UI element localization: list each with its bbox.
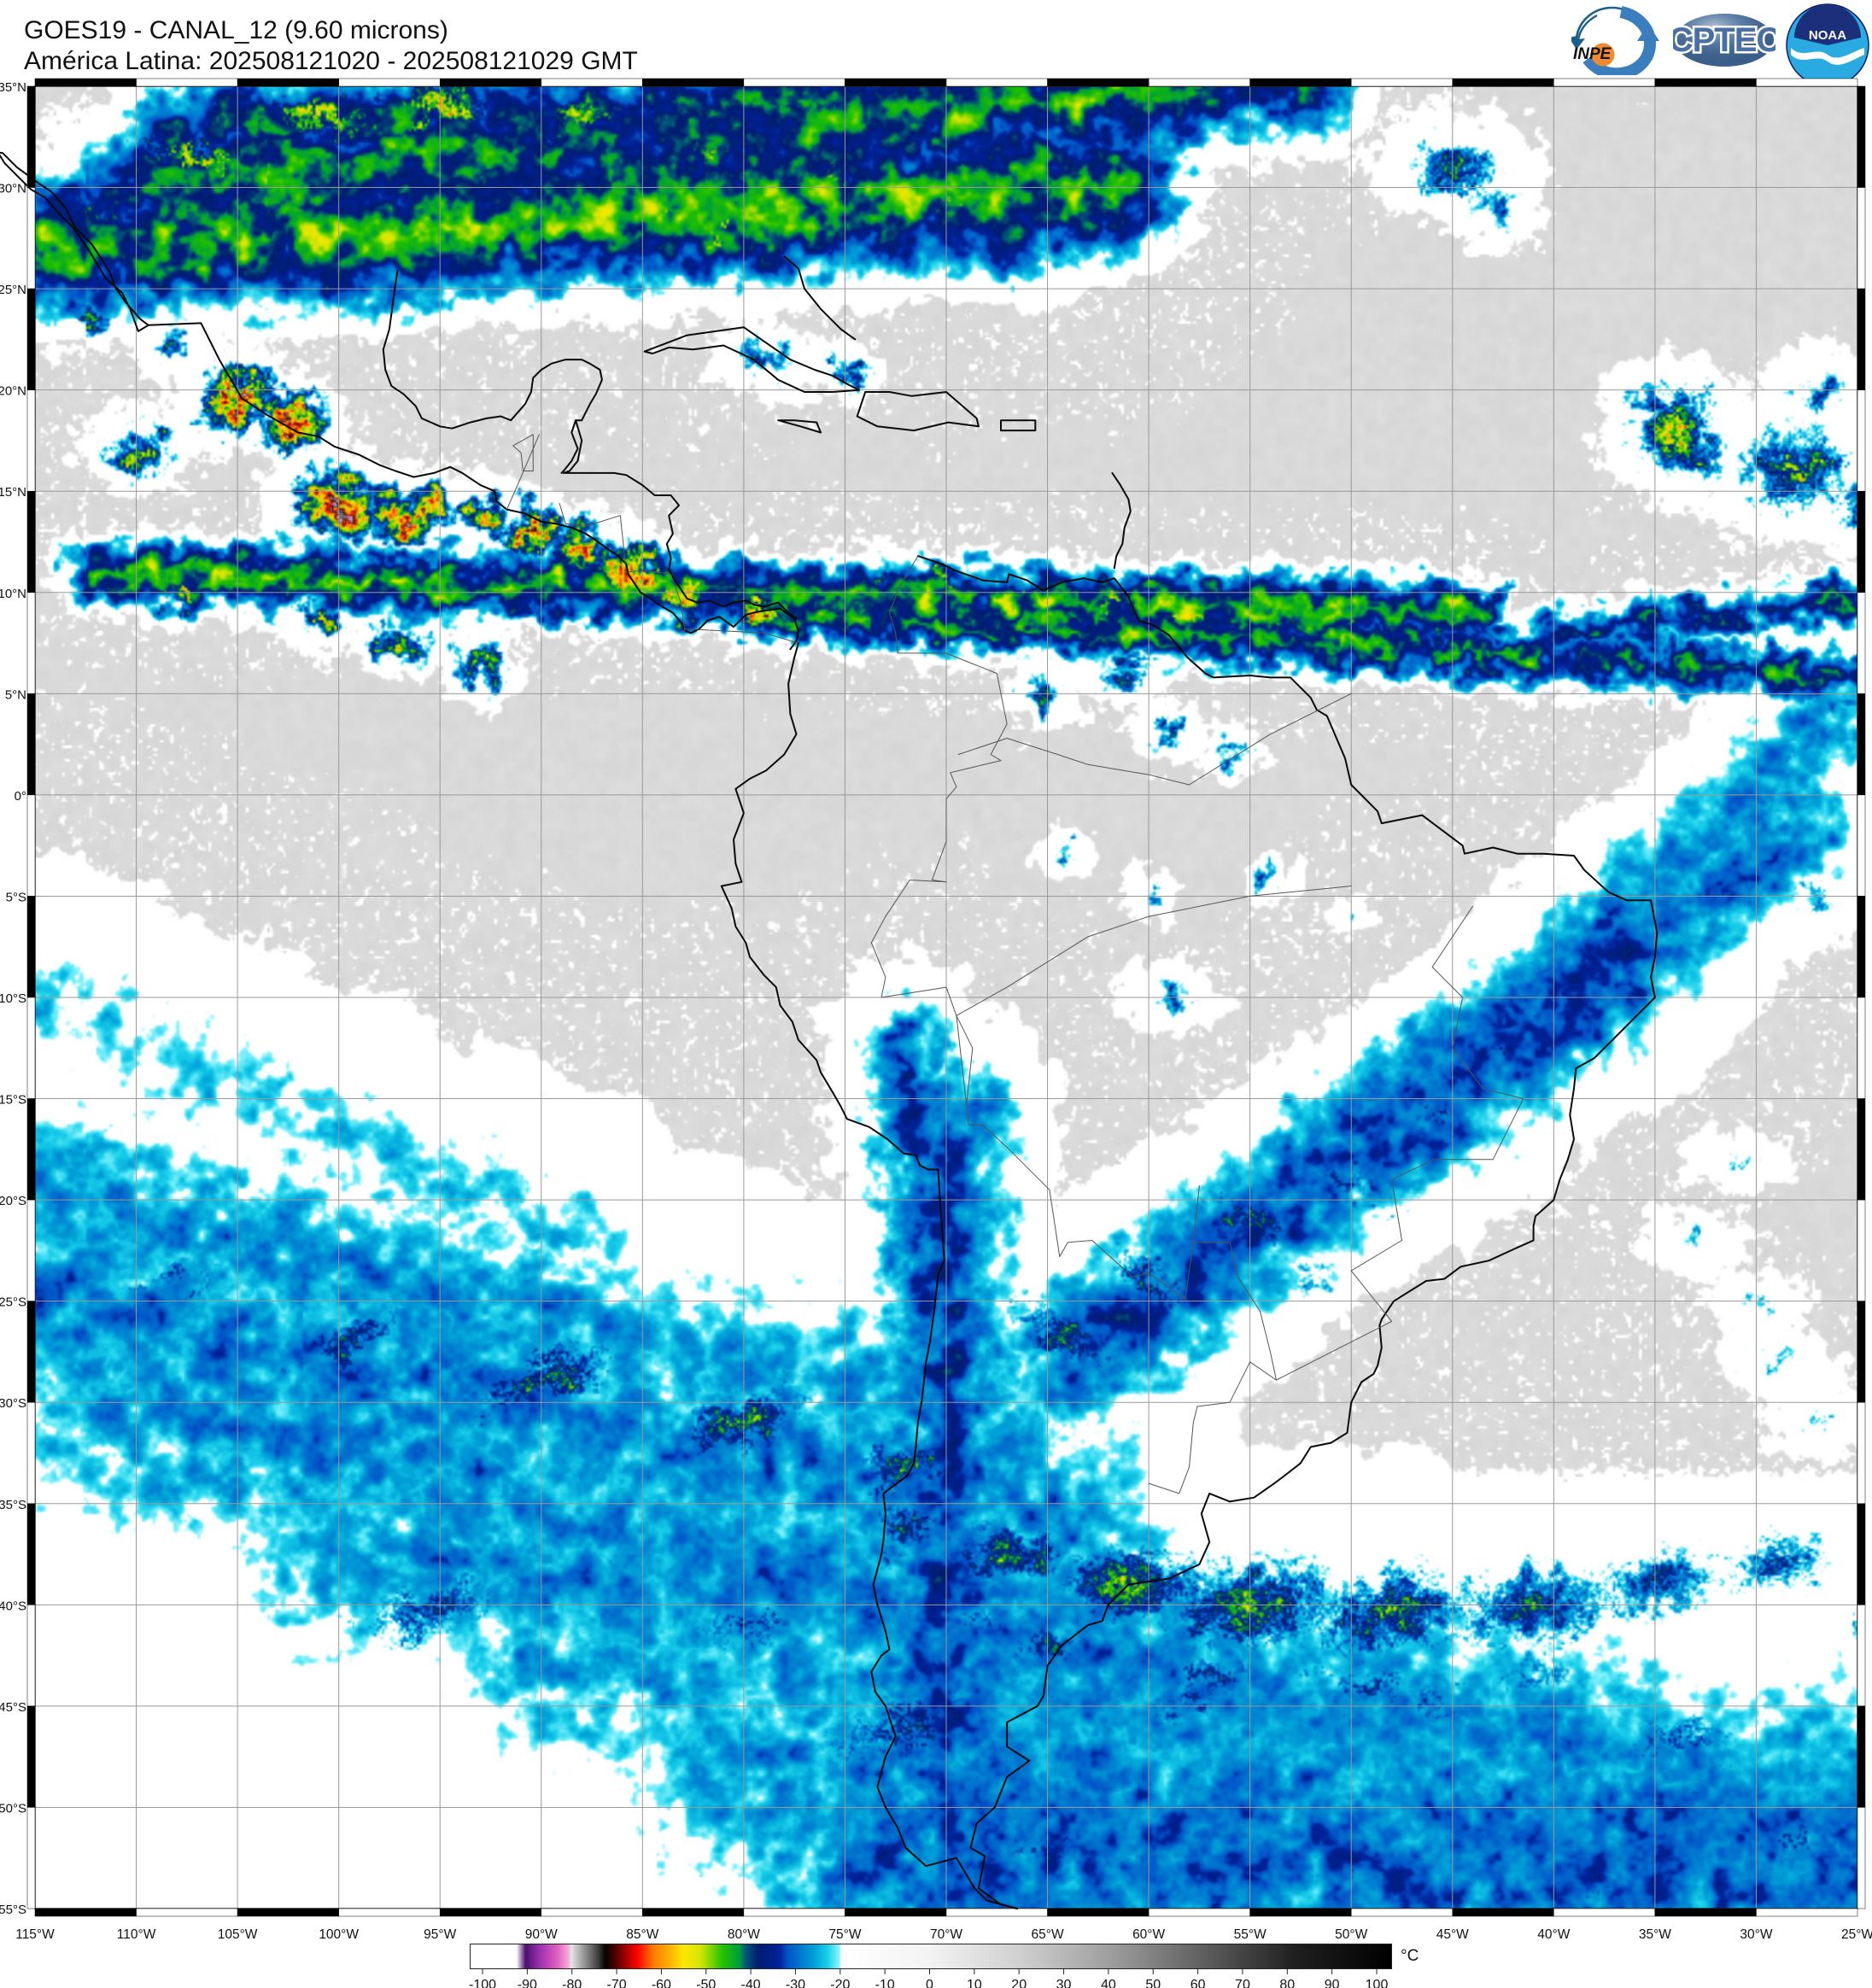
svg-text:5°N: 5°N — [5, 687, 26, 702]
svg-text:35°W: 35°W — [1639, 1927, 1671, 1942]
svg-text:30°S: 30°S — [0, 1396, 26, 1411]
svg-text:65°W: 65°W — [1032, 1927, 1064, 1942]
svg-text:15°N: 15°N — [0, 485, 26, 500]
svg-text:115°W: 115°W — [15, 1927, 55, 1942]
svg-text:25°W: 25°W — [1841, 1927, 1872, 1942]
svg-text:95°W: 95°W — [424, 1927, 456, 1942]
svg-text:20°N: 20°N — [0, 384, 26, 399]
svg-text:25°N: 25°N — [0, 283, 26, 297]
svg-text:70°W: 70°W — [930, 1927, 962, 1942]
svg-text:55°W: 55°W — [1234, 1927, 1267, 1942]
svg-text:40°S: 40°S — [0, 1599, 26, 1613]
svg-text:10°N: 10°N — [0, 587, 26, 601]
svg-text:50°S: 50°S — [0, 1801, 26, 1816]
svg-text:15°S: 15°S — [0, 1093, 26, 1108]
svg-text:50°W: 50°W — [1335, 1927, 1367, 1942]
svg-text:45°S: 45°S — [0, 1700, 26, 1715]
svg-text:35°S: 35°S — [0, 1498, 26, 1512]
svg-text:85°W: 85°W — [626, 1927, 658, 1942]
svg-text:45°W: 45°W — [1436, 1927, 1469, 1942]
svg-text:10°S: 10°S — [0, 991, 26, 1006]
svg-text:30°N: 30°N — [0, 182, 26, 196]
svg-text:0°: 0° — [15, 789, 26, 804]
svg-text:60°W: 60°W — [1132, 1927, 1165, 1942]
svg-text:110°W: 110°W — [117, 1927, 156, 1942]
svg-text:55°S: 55°S — [0, 1903, 26, 1917]
svg-text:40°W: 40°W — [1537, 1927, 1570, 1942]
svg-text:5°S: 5°S — [6, 890, 26, 904]
svg-text:25°S: 25°S — [0, 1295, 26, 1310]
svg-text:105°W: 105°W — [218, 1927, 258, 1942]
svg-text:90°W: 90°W — [525, 1927, 558, 1942]
svg-text:80°W: 80°W — [728, 1927, 760, 1942]
svg-text:30°W: 30°W — [1740, 1927, 1772, 1942]
svg-text:20°S: 20°S — [0, 1194, 26, 1208]
svg-text:35°N: 35°N — [0, 80, 26, 95]
svg-text:100°W: 100°W — [319, 1927, 359, 1942]
svg-text:75°W: 75°W — [828, 1927, 861, 1942]
